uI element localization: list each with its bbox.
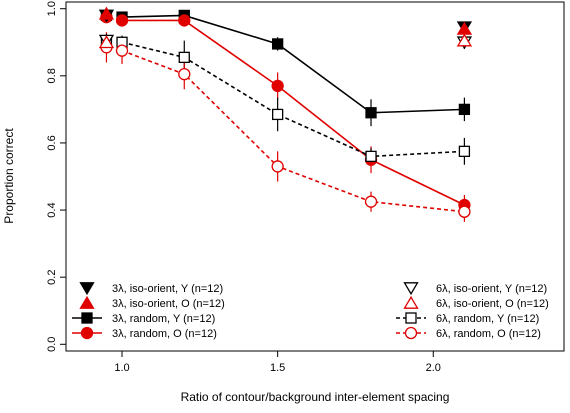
data-point-6l-random-y-n-12: [271, 108, 284, 121]
data-point-6l-iso-orient-o-n-12: [98, 35, 115, 49]
legend-label: 3λ, random, Y (n=12): [112, 313, 215, 325]
axes: 0.0 0.2 0.4 0.6 0.8 1.0 1.0 1.5 2.0: [46, 1, 441, 374]
legend-label: 6λ, random, O (n=12): [436, 328, 541, 340]
error-bars: [105, 11, 465, 222]
data-point-6l-random-y-n-12: [178, 51, 190, 64]
data-point-6l-random-y-n-12: [365, 150, 377, 163]
legend-marker: [405, 312, 417, 324]
x-tick-label: 1.5: [270, 362, 285, 374]
y-tick-label: 0.0: [46, 337, 58, 352]
y-axis-label: Proportion correct: [2, 128, 16, 224]
data-point-3l-random-y-n-12: [365, 107, 377, 119]
series-line-3l-random-o-n-12: [122, 19, 465, 206]
y-tick-label: 0.6: [46, 135, 58, 150]
y-tick-label: 0.8: [46, 68, 58, 83]
data-point-6l-random-o-n-12: [271, 160, 284, 173]
x-axis-label: Ratio of contour/background inter-elemen…: [181, 390, 450, 404]
legend-label: 3λ, iso-orient, O (n=12): [112, 298, 225, 310]
y-tick-label: 1.0: [46, 1, 58, 16]
x-tick-label: 2.0: [426, 362, 441, 374]
plot-frame: [65, 1, 565, 352]
data-point-3l-iso-orient-o-n-12: [98, 6, 115, 20]
data-point-6l-iso-orient-o-n-12: [456, 33, 473, 47]
legend-marker: [79, 282, 95, 296]
legend-marker: [81, 312, 93, 324]
data-markers: [98, 6, 473, 218]
legend: 3λ, iso-orient, Y (n=12) 3λ, iso-orient, …: [72, 282, 549, 340]
y-tick-label: 0.2: [46, 270, 58, 285]
y-tick-label: 0.4: [46, 202, 58, 217]
legend-marker: [404, 326, 418, 340]
legend-marker: [403, 282, 419, 296]
legend-label: 6λ, iso-orient, O (n=12): [436, 298, 549, 310]
legend-marker: [403, 295, 419, 309]
data-point-6l-random-o-n-12: [115, 44, 129, 57]
series-line-6l-random-y-n-12: [121, 41, 465, 158]
data-point-3l-random-o-n-12: [178, 14, 191, 27]
data-point-3l-random-y-n-12: [271, 38, 284, 50]
data-point-3l-random-o-n-12: [271, 79, 284, 93]
data-point-6l-random-o-n-12: [458, 205, 471, 218]
series-line-6l-random-o-n-12: [121, 49, 465, 213]
legend-label: 6λ, iso-orient, Y (n=12): [436, 283, 547, 295]
legend-label: 3λ, random, O (n=12): [112, 328, 217, 340]
series-lines: [121, 14, 465, 213]
data-point-6l-random-y-n-12: [458, 145, 471, 157]
x-tick-label: 1.0: [114, 362, 129, 374]
data-point-6l-random-o-n-12: [364, 195, 378, 208]
legend-marker: [79, 295, 95, 309]
legend-marker: [80, 326, 94, 340]
legend-label: 3λ, iso-orient, Y (n=12): [112, 283, 223, 295]
legend-label: 6λ, random, Y (n=12): [436, 313, 539, 325]
data-point-6l-random-o-n-12: [178, 67, 191, 81]
data-point-3l-random-y-n-12: [458, 103, 471, 116]
data-point-3l-random-o-n-12: [115, 14, 129, 27]
